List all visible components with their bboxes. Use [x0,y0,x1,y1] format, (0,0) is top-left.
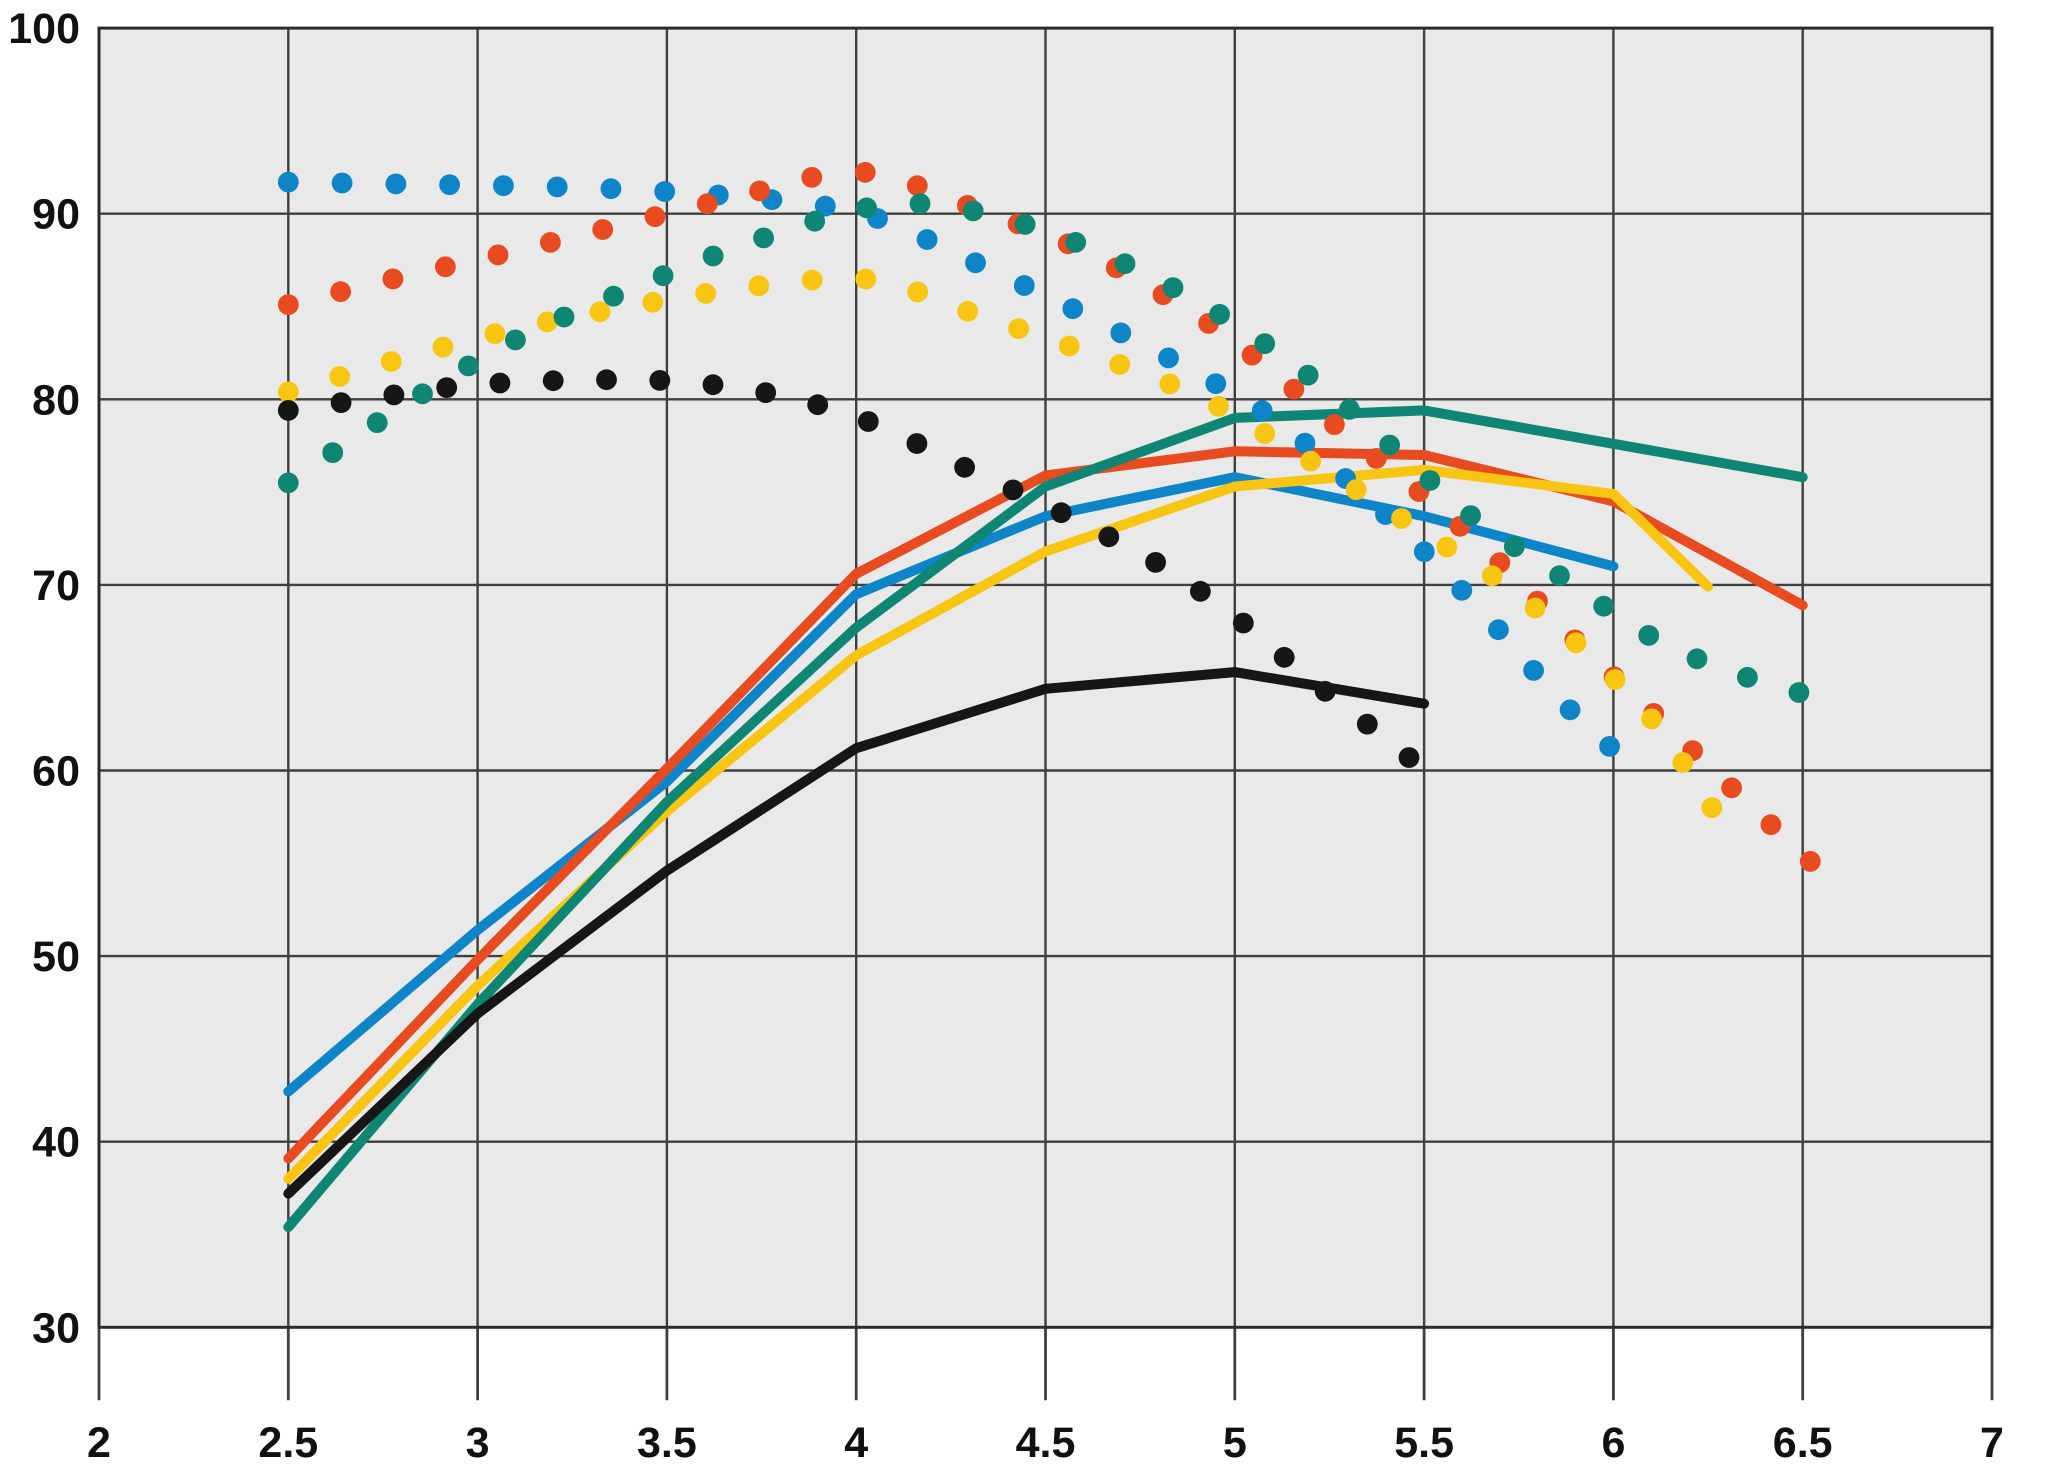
svg-text:3: 3 [466,1419,490,1463]
svg-text:3.5: 3.5 [637,1419,697,1463]
svg-text:4: 4 [844,1419,868,1463]
svg-text:50: 50 [32,933,80,981]
svg-text:30: 30 [32,1304,80,1352]
svg-text:90: 90 [32,191,80,239]
svg-text:2: 2 [87,1419,111,1463]
svg-text:4.5: 4.5 [1016,1419,1076,1463]
svg-text:5.5: 5.5 [1394,1419,1454,1463]
svg-text:80: 80 [32,376,80,424]
svg-text:40: 40 [32,1119,80,1167]
svg-text:60: 60 [32,748,80,796]
svg-text:5: 5 [1223,1419,1247,1463]
svg-text:6.5: 6.5 [1773,1419,1833,1463]
svg-text:70: 70 [32,562,80,610]
svg-text:2.5: 2.5 [258,1419,318,1463]
svg-text:7: 7 [1980,1419,2004,1463]
svg-text:100: 100 [8,5,80,53]
svg-text:6: 6 [1601,1419,1625,1463]
